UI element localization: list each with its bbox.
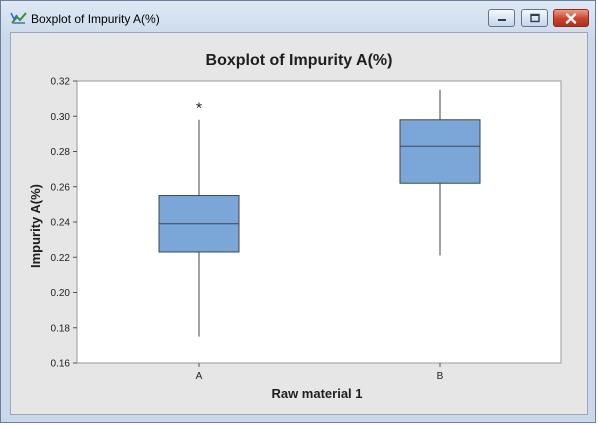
y-tick-label: 0.22 xyxy=(51,253,71,264)
maximize-icon xyxy=(529,13,540,23)
y-tick-label: 0.28 xyxy=(51,147,71,158)
graph-area: Boxplot of Impurity A(%) 0.16 0.18 0.20 0.2… xyxy=(10,32,588,415)
plot-area xyxy=(76,80,562,364)
y-axis-label: Impurity A(%) xyxy=(28,184,43,268)
y-tick-label: 0.30 xyxy=(51,112,71,123)
minitab-chart-icon xyxy=(10,12,27,24)
y-tick-label: 0.32 xyxy=(51,77,71,88)
chart-title: Boxplot of Impurity A(%) xyxy=(205,52,393,69)
minimize-button[interactable] xyxy=(488,9,515,27)
close-icon xyxy=(565,12,577,24)
y-tick-label: 0.18 xyxy=(51,323,71,334)
y-tick-label: 0.24 xyxy=(51,218,71,229)
x-tick-label: B xyxy=(437,371,444,382)
x-axis-label: Raw material 1 xyxy=(271,386,362,401)
box-B xyxy=(399,119,481,184)
close-button[interactable] xyxy=(553,9,589,27)
x-tick-label: A xyxy=(196,371,203,382)
window-title: Boxplot of Impurity A(%) xyxy=(31,12,160,26)
title-bar[interactable]: Boxplot of Impurity A(%) xyxy=(1,1,595,31)
boxplot-chart: 0.16 0.18 0.20 0.22 0.24 0.26 0.28 0.30 0.32 A B * R… xyxy=(28,77,562,401)
y-tick-label: 0.26 xyxy=(51,182,71,193)
minimize-icon xyxy=(497,19,506,21)
y-tick-label: 0.16 xyxy=(51,359,71,370)
y-tick-label: 0.20 xyxy=(51,288,71,299)
maximize-button[interactable] xyxy=(521,9,548,27)
outlier-marker: * xyxy=(196,100,202,117)
